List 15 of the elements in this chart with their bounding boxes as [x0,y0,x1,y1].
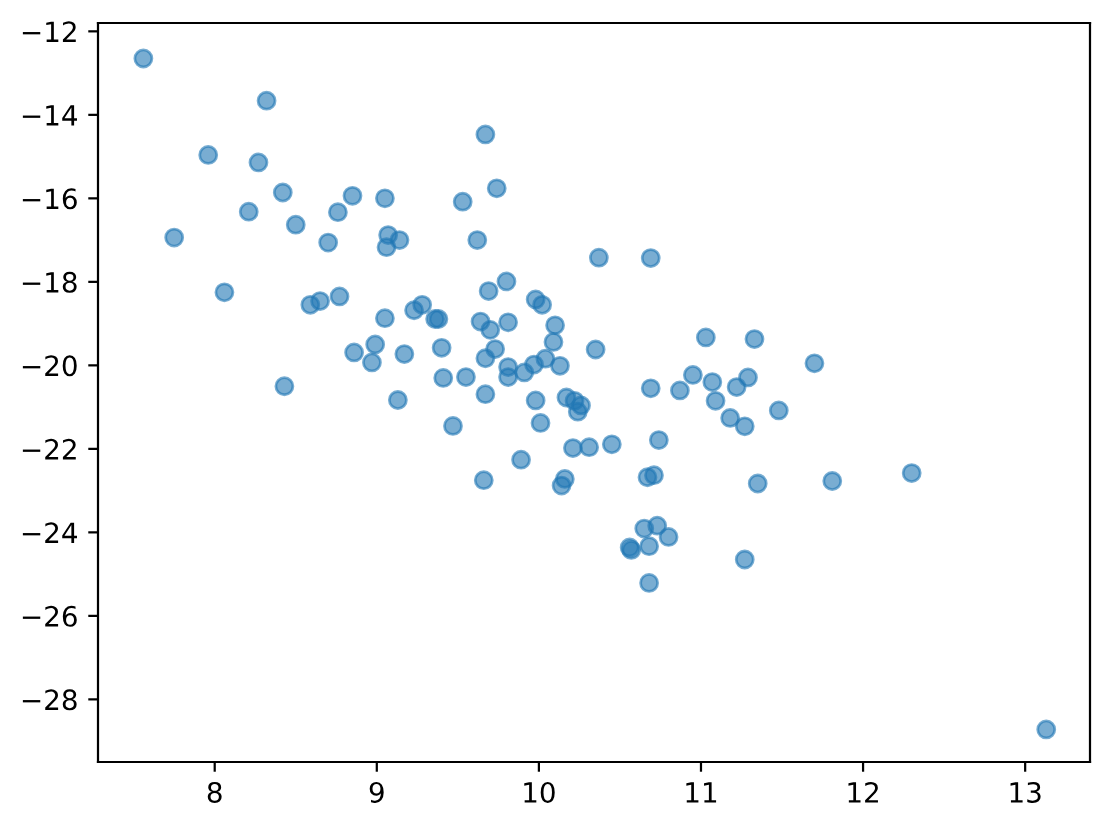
y-tick-label: −20 [22,355,77,377]
y-tick-label: −18 [22,271,77,293]
y-tick-label: −16 [22,188,77,210]
y-tick-label: −22 [22,438,76,460]
x-tick-label: 8 [207,781,222,803]
y-tick-label: −24 [22,522,77,543]
y-tick-label: −28 [22,689,77,711]
x-tick-label: 9 [369,781,384,803]
x-tick-label: 13 [1010,781,1041,803]
x-tick-label: 10 [524,781,555,803]
y-tick-label: −14 [22,105,77,126]
x-tick-label: 11 [686,782,717,803]
y-tick-label: −26 [22,605,77,627]
x-tick-label: 12 [848,781,878,803]
y-tick-label: −12 [22,21,76,42]
